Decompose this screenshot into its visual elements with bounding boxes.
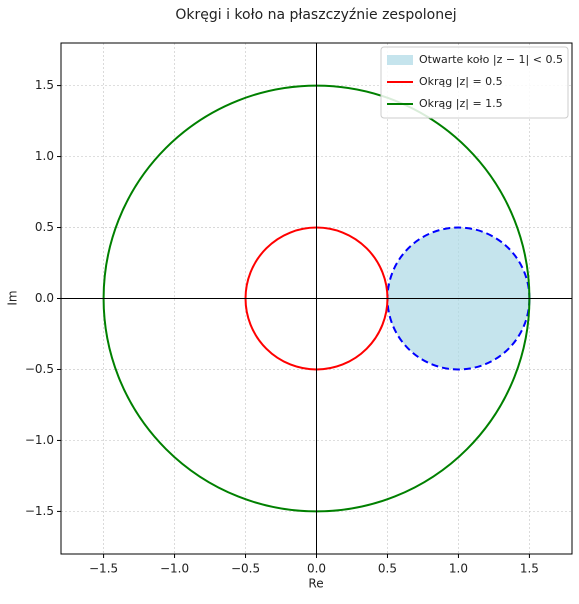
y-axis-label: Im [6,290,20,305]
plot-frame [60,42,573,555]
x-tick-label: −1.5 [89,562,118,576]
y-tick-label: −1.5 [25,504,54,518]
legend-label: Okrąg |z| = 0.5 [419,75,503,88]
x-tick-label: −1.0 [160,562,189,576]
chart-title: Okręgi i koło na płaszczyźnie zespolonej [175,7,456,23]
x-tick-label: −0.5 [231,562,260,576]
x-tick-label: 1.5 [520,562,539,576]
y-tick-label: 1.0 [35,149,54,163]
y-tick-label: 0.5 [35,220,54,234]
y-tick-label: −1.0 [25,433,54,447]
x-tick-label: 0.5 [378,562,397,576]
legend-label: Okrąg |z| = 1.5 [419,97,503,110]
y-tick-label: 1.5 [35,78,54,92]
x-tick-label: 0.0 [307,562,326,576]
x-axis-label: Re [308,577,323,591]
legend-swatch [387,55,413,65]
x-tick-label: 1.0 [449,562,468,576]
y-tick-label: −0.5 [25,362,54,376]
y-tick-label: 0.0 [35,291,54,305]
legend-box [380,46,569,119]
legend-label: Otwarte koło |z − 1| < 0.5 [419,53,563,66]
